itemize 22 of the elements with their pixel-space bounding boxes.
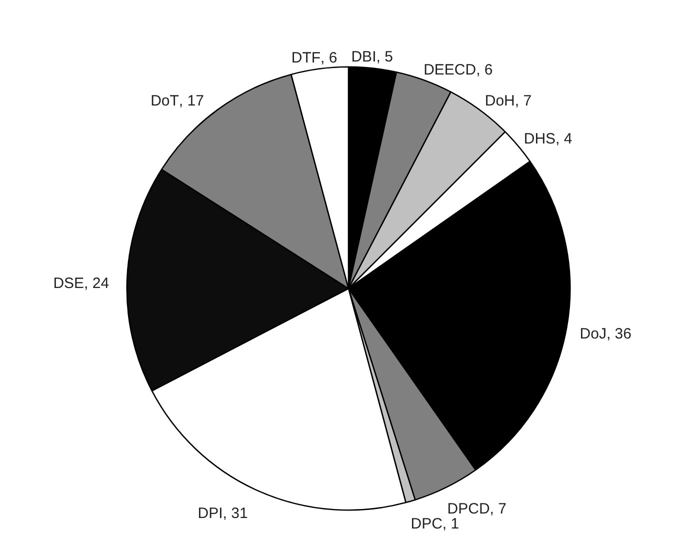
data-label: , 17 <box>178 92 204 110</box>
slice-label: DPI <box>198 504 223 522</box>
data-label: , 31 <box>222 504 248 522</box>
slice-label: DSE <box>53 274 84 292</box>
slice-label: DoJ <box>580 325 606 342</box>
data-label: , 36 <box>606 325 632 342</box>
data-label: , 1 <box>442 515 460 532</box>
slice-label: DEECD <box>424 61 476 78</box>
data-label: , 6 <box>476 61 493 78</box>
data-label: , 6 <box>320 49 338 66</box>
slice-label: DPCD <box>447 500 490 518</box>
slice-label: DTF <box>291 49 321 66</box>
slice-label: DHS <box>524 130 556 148</box>
data-label: , 4 <box>556 130 572 148</box>
slice-label: DBI <box>351 48 376 66</box>
slice-label: DoT <box>150 92 179 110</box>
data-label: , 7 <box>514 92 532 110</box>
slice-label: DPC <box>410 515 443 532</box>
data-label: , 24 <box>84 274 110 292</box>
data-label: , 5 <box>376 48 393 66</box>
slice-label: DoH <box>484 92 515 110</box>
data-label: , 7 <box>490 500 506 518</box>
